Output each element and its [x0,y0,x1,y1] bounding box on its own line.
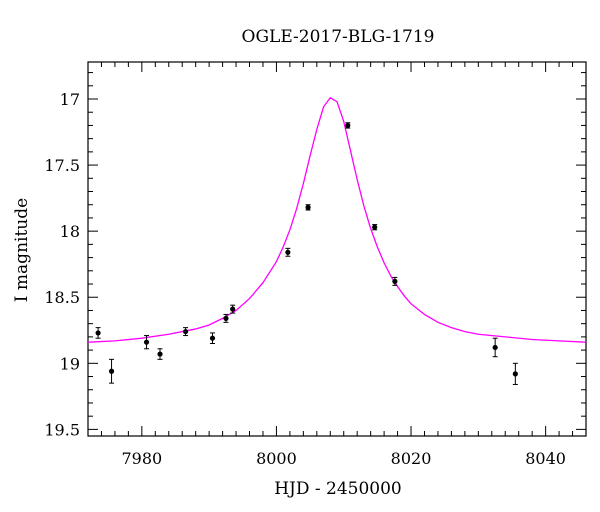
point-marker [512,371,518,377]
y-tick-label: 19.5 [44,420,80,439]
data-point [143,335,150,350]
data-point [492,337,498,358]
data-point [392,276,398,286]
chart-title: OGLE-2017-BLG-1719 [242,27,435,47]
plot-frame [87,61,587,437]
x-tick-label: 7980 [121,449,162,468]
x-axis-label: HJD - 2450000 [274,479,402,499]
plot-area [87,61,587,437]
data-point [108,358,115,384]
point-marker [182,328,189,335]
y-tick-labels: 17 17.5 18 18.5 19 19.5 [44,90,80,439]
x-tick-label: 8020 [391,449,432,468]
x-tick-label: 8000 [256,449,297,468]
y-tick-label: 17 [60,90,80,109]
y-tick-label: 17.5 [44,156,80,175]
point-marker [223,315,229,321]
data-point [345,122,351,129]
point-marker [392,278,398,284]
data-point [223,313,229,323]
point-marker [108,368,115,374]
y-tick-label: 18 [60,222,80,241]
data-point [209,332,216,344]
point-marker [492,344,498,351]
point-marker [345,122,351,129]
x-tick-labels: 7980 8000 8020 8040 [121,449,566,468]
point-marker [143,339,150,345]
point-marker [285,249,291,255]
data-point [95,327,101,339]
point-marker [372,224,378,230]
point-marker [157,351,163,357]
data-point [285,247,291,257]
model-curve [87,96,587,343]
data-point [305,204,311,211]
data-point [512,362,518,385]
y-tick-label: 18.5 [44,288,80,307]
x-tick-label: 8040 [525,449,566,468]
y-tick-label: 19 [60,354,80,373]
data-point [372,224,378,231]
data-points [95,122,518,385]
axis-ticks [87,62,587,436]
point-marker [230,306,236,312]
point-marker [95,330,101,336]
point-marker [305,204,311,210]
data-point [182,327,189,337]
data-point [157,348,163,360]
y-axis-label: I magnitude [12,198,32,302]
data-point [230,304,236,314]
point-marker [209,335,216,341]
